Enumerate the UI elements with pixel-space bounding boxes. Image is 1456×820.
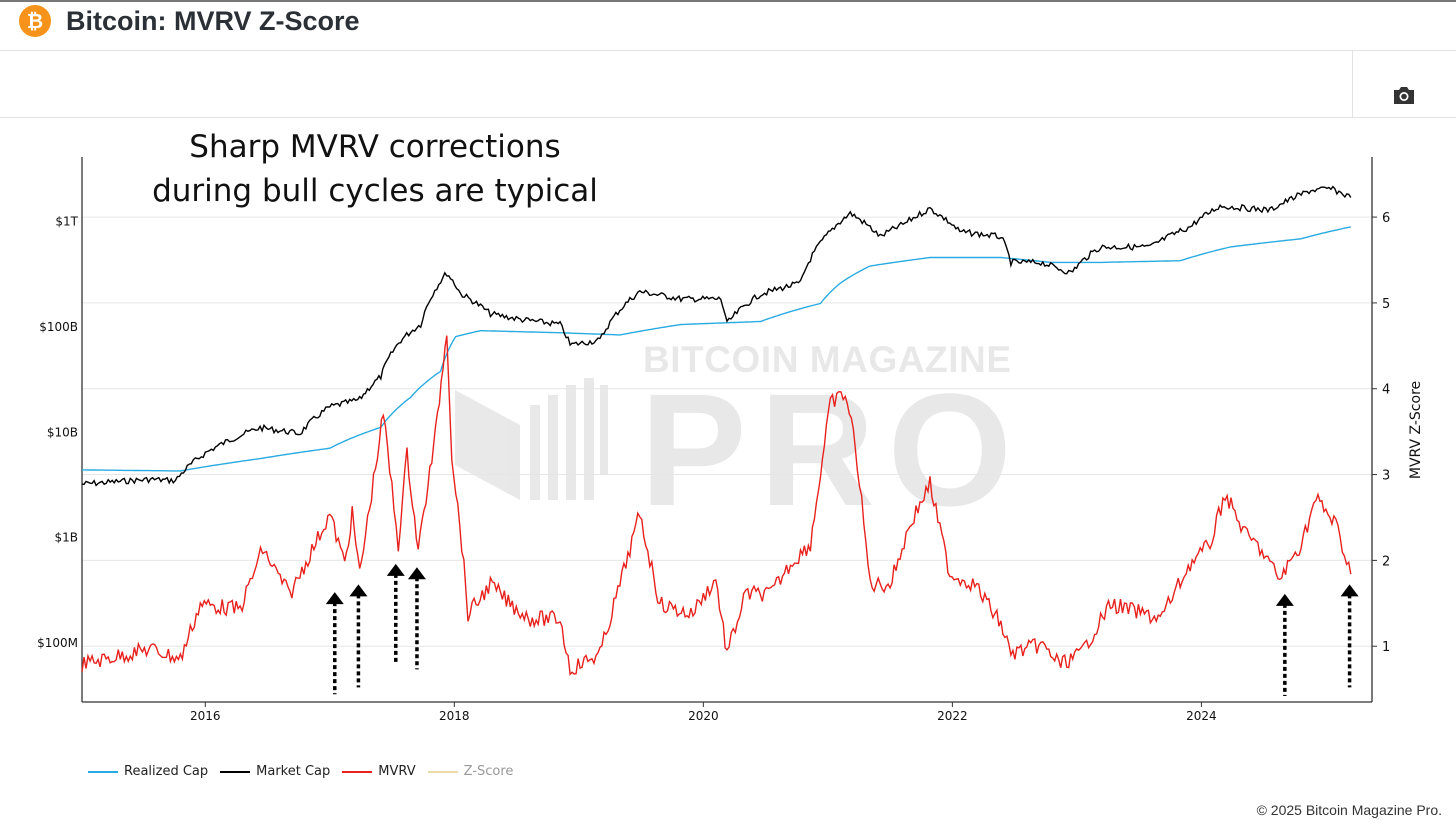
legend-swatch bbox=[342, 770, 373, 773]
right-tick-label: 3 bbox=[1382, 469, 1390, 484]
watermark-line1: BITCOIN MAGAZINE bbox=[643, 339, 1011, 380]
left-tick-label: $100M bbox=[37, 636, 78, 650]
right-tick-label: 5 bbox=[1382, 297, 1390, 312]
x-tick-label: 2022 bbox=[937, 709, 968, 723]
watermark-bars-logo bbox=[455, 378, 608, 500]
legend-label: MVRV bbox=[378, 764, 416, 779]
x-tick-label: 2016 bbox=[190, 709, 221, 723]
left-tick-label: $1T bbox=[55, 214, 78, 228]
camera-icon[interactable] bbox=[1392, 84, 1416, 106]
x-tick-label: 2018 bbox=[439, 709, 470, 723]
x-tick-label: 2024 bbox=[1186, 709, 1217, 723]
header: ₿ Bitcoin: MVRV Z-Score bbox=[0, 0, 1456, 51]
series-realized-cap bbox=[82, 226, 1351, 472]
legend-swatch bbox=[220, 770, 251, 773]
arrow-head bbox=[1340, 584, 1359, 597]
divider bbox=[1352, 51, 1353, 117]
left-tick-label: $10B bbox=[47, 425, 78, 439]
annotation-line2: during bull cycles are typical bbox=[152, 173, 598, 209]
arrow-head bbox=[349, 584, 368, 597]
legend-label: Z-Score bbox=[463, 764, 514, 779]
legend-label: Market Cap bbox=[256, 764, 331, 779]
legend-label: Realized Cap bbox=[124, 764, 209, 779]
legend-item-realized-cap[interactable]: Realized Cap bbox=[88, 764, 208, 779]
watermark-line2: PRO bbox=[640, 360, 1012, 539]
annotation-line1: Sharp MVRV corrections bbox=[189, 129, 560, 165]
right-tick-label: 2 bbox=[1382, 554, 1390, 569]
legend-swatch bbox=[88, 770, 118, 773]
x-tick-label: 2020 bbox=[688, 709, 719, 723]
arrow-head bbox=[407, 567, 426, 580]
legend-item-mvrv[interactable]: MVRV bbox=[342, 764, 416, 779]
toolbar bbox=[0, 51, 1456, 118]
right-axis-title: MVRV Z-Score bbox=[1408, 381, 1424, 479]
legend-item-market-cap[interactable]: Market Cap bbox=[220, 764, 330, 779]
right-tick-label: 4 bbox=[1382, 383, 1390, 398]
series-mvrv bbox=[81, 335, 1352, 676]
left-tick-label: $100B bbox=[39, 320, 78, 334]
legend: Realized Cap Market Cap MVRV Z-Score bbox=[88, 764, 513, 779]
legend-item-z-score[interactable]: Z-Score bbox=[427, 764, 514, 779]
arrow-head bbox=[1275, 593, 1294, 606]
series-market-cap bbox=[81, 185, 1352, 487]
legend-swatch bbox=[427, 770, 458, 773]
chart: BITCOIN MAGAZINE PRO 1 2 3 4 5 6 $100M $1B $10B $… bbox=[37, 129, 1424, 723]
copyright: © 2025 Bitcoin Magazine Pro. bbox=[1256, 802, 1442, 818]
left-tick-label: $1B bbox=[54, 531, 78, 545]
arrow-head bbox=[386, 563, 405, 576]
bitcoin-icon: ₿ bbox=[19, 5, 51, 37]
page-title: Bitcoin: MVRV Z-Score bbox=[66, 6, 360, 36]
right-tick-label: 1 bbox=[1382, 640, 1390, 655]
right-tick-label: 6 bbox=[1382, 211, 1390, 226]
watermark: BITCOIN MAGAZINE PRO bbox=[455, 339, 1012, 539]
arrow-head bbox=[325, 592, 344, 605]
